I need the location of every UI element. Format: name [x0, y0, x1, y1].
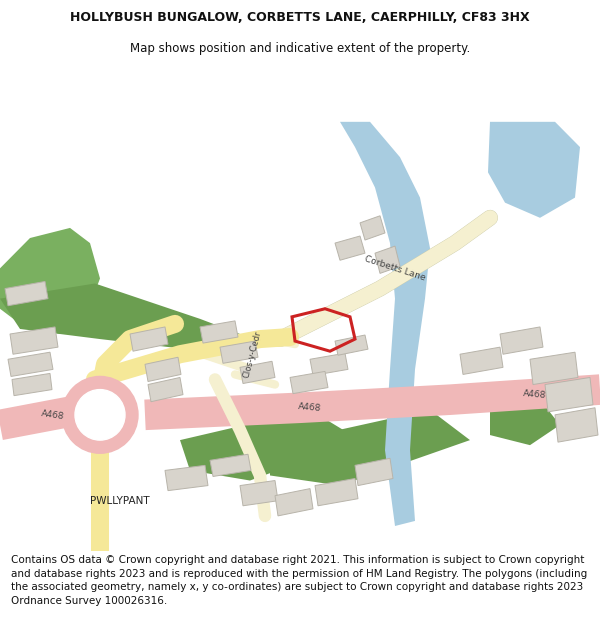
- Polygon shape: [12, 373, 52, 396]
- Polygon shape: [0, 228, 100, 334]
- Text: Contains OS data © Crown copyright and database right 2021. This information is : Contains OS data © Crown copyright and d…: [11, 555, 587, 606]
- Polygon shape: [240, 481, 278, 506]
- Circle shape: [75, 389, 125, 440]
- Polygon shape: [240, 361, 275, 384]
- Text: Map shows position and indicative extent of the property.: Map shows position and indicative extent…: [130, 42, 470, 55]
- Polygon shape: [130, 327, 168, 351]
- Text: Corbetts Lane: Corbetts Lane: [364, 254, 427, 282]
- Polygon shape: [165, 466, 208, 491]
- Polygon shape: [5, 281, 48, 306]
- Polygon shape: [310, 353, 348, 376]
- Text: A468: A468: [41, 409, 65, 421]
- Polygon shape: [180, 410, 360, 481]
- Text: PWLLYPANT: PWLLYPANT: [90, 496, 150, 506]
- Polygon shape: [355, 458, 393, 486]
- Polygon shape: [360, 415, 450, 450]
- Polygon shape: [335, 236, 365, 260]
- Text: A468: A468: [523, 389, 547, 400]
- Polygon shape: [375, 246, 400, 273]
- Polygon shape: [220, 341, 258, 363]
- Polygon shape: [530, 352, 578, 384]
- Polygon shape: [0, 284, 240, 354]
- Polygon shape: [315, 479, 358, 506]
- Polygon shape: [270, 410, 470, 486]
- Polygon shape: [545, 378, 593, 412]
- Polygon shape: [555, 408, 598, 442]
- Polygon shape: [490, 400, 560, 445]
- Polygon shape: [8, 352, 53, 376]
- Polygon shape: [488, 122, 580, 218]
- Polygon shape: [460, 347, 503, 374]
- Text: A468: A468: [298, 402, 322, 413]
- Text: Clos-y-Cedr: Clos-y-Cedr: [241, 329, 263, 379]
- Polygon shape: [145, 357, 181, 381]
- Text: HOLLYBUSH BUNGALOW, CORBETTS LANE, CAERPHILLY, CF83 3HX: HOLLYBUSH BUNGALOW, CORBETTS LANE, CAERP…: [70, 11, 530, 24]
- Polygon shape: [335, 335, 368, 355]
- Circle shape: [62, 376, 138, 453]
- Polygon shape: [210, 454, 251, 476]
- Polygon shape: [290, 371, 328, 394]
- Polygon shape: [200, 321, 238, 343]
- Polygon shape: [10, 327, 58, 354]
- Polygon shape: [275, 489, 313, 516]
- Polygon shape: [148, 378, 183, 402]
- Polygon shape: [340, 122, 430, 526]
- Polygon shape: [360, 216, 385, 240]
- Polygon shape: [500, 327, 543, 354]
